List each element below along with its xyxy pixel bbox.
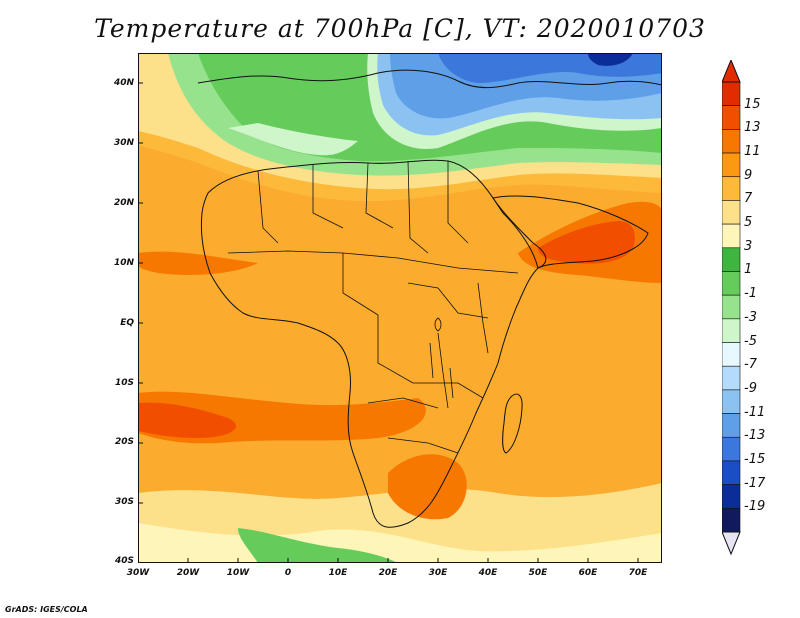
field-arabian-hot — [538, 221, 635, 264]
colorbar-cell — [722, 105, 741, 130]
colorbar-cell — [722, 389, 741, 414]
field-westafrica-warm — [138, 251, 258, 275]
colorbar-label: -7 — [744, 357, 757, 373]
map-canvas — [138, 53, 662, 563]
lon-label-50e: 50E — [528, 568, 548, 578]
colorbar-cell — [722, 365, 741, 391]
colorbar — [722, 60, 741, 556]
lat-label-20n: 20N — [113, 198, 134, 208]
colorbar-label: 11 — [744, 144, 761, 160]
colorbar-cell — [722, 460, 741, 485]
colorbar-label: -1 — [744, 286, 757, 302]
lat-label-40n: 40N — [113, 78, 134, 88]
colorbar-cell — [722, 81, 741, 106]
field-north-pale-blue-west — [228, 123, 358, 156]
colorbar-label: 15 — [744, 96, 761, 112]
lon-label-10w: 10W — [226, 568, 250, 578]
country-borders — [227, 160, 519, 454]
colorbar-label: -15 — [744, 451, 766, 467]
colorbar-label: -5 — [744, 333, 757, 349]
colorbar-cell — [722, 436, 741, 462]
colorbar-label: 9 — [744, 167, 753, 183]
arabia-outline — [492, 195, 649, 269]
lon-label-60e: 60E — [578, 568, 598, 578]
lon-label-20w: 20W — [176, 568, 200, 578]
lon-label-70e: 70E — [628, 568, 648, 578]
colorbar-cell — [722, 223, 741, 249]
axis-ticks — [138, 82, 639, 563]
colorbar-label: -11 — [744, 404, 766, 420]
colorbar-label: -3 — [744, 309, 757, 325]
colorbar-cells — [722, 81, 741, 533]
colorbar-bottom-arrow — [722, 531, 741, 556]
lon-label-20e: 20E — [378, 568, 398, 578]
colorbar-cell — [722, 129, 741, 154]
lon-label-30w: 30W — [126, 568, 150, 578]
colorbar-cell — [722, 318, 741, 343]
lon-label-10e: 10E — [328, 568, 348, 578]
colorbar-label: 3 — [744, 238, 753, 254]
colorbar-cell — [722, 176, 741, 201]
colorbar-cell — [722, 342, 741, 367]
lon-label-0: 0 — [284, 568, 292, 578]
lake-tanganyika — [429, 342, 434, 379]
colorbar-cell — [722, 484, 741, 509]
colorbar-label: 1 — [744, 262, 753, 278]
colorbar-label: 5 — [744, 215, 753, 231]
lat-label-10n: 10N — [113, 258, 134, 268]
field-south-green — [238, 528, 398, 563]
colorbar-cell — [722, 247, 741, 272]
field-north-coldest — [588, 53, 633, 66]
credit-text: GrADS: IGES/COLA — [5, 605, 88, 614]
colorbar-top-arrow — [722, 60, 741, 83]
lon-label-40e: 40E — [478, 568, 498, 578]
colorbar-cell — [722, 508, 741, 533]
lake-malawi — [449, 367, 454, 399]
lat-label-20s: 20S — [114, 437, 134, 447]
lat-label-eq: EQ — [120, 318, 134, 328]
colorbar-label: -9 — [744, 380, 757, 396]
lat-label-30s: 30S — [114, 497, 134, 507]
colorbar-label: -17 — [744, 475, 766, 491]
colorbar-cell — [722, 413, 741, 438]
field-atlantic-hot — [138, 402, 237, 438]
lon-label-30e: 30E — [428, 568, 448, 578]
lat-label-40s: 40S — [114, 556, 134, 566]
field-southafrica-warm — [388, 454, 467, 520]
colorbar-label: 7 — [744, 191, 753, 207]
lake-victoria — [434, 317, 442, 332]
lat-label-30n: 30N — [113, 138, 134, 148]
colorbar-cell — [722, 152, 741, 178]
colorbar-cell — [722, 200, 741, 225]
europe-coastline — [197, 69, 662, 89]
map-frame — [138, 53, 662, 563]
temperature-map — [138, 53, 662, 563]
map-title: Temperature at 700hPa [C], VT: 202001070… — [94, 14, 706, 43]
madagascar-outline — [502, 393, 523, 454]
africa-coastline — [200, 159, 547, 528]
colorbar-label: -13 — [744, 428, 766, 444]
lat-label-10s: 10S — [114, 378, 134, 388]
colorbar-cell — [722, 294, 741, 320]
colorbar-label: -19 — [744, 499, 766, 515]
colorbar-cell — [722, 271, 741, 296]
colorbar-label: 13 — [744, 120, 761, 136]
